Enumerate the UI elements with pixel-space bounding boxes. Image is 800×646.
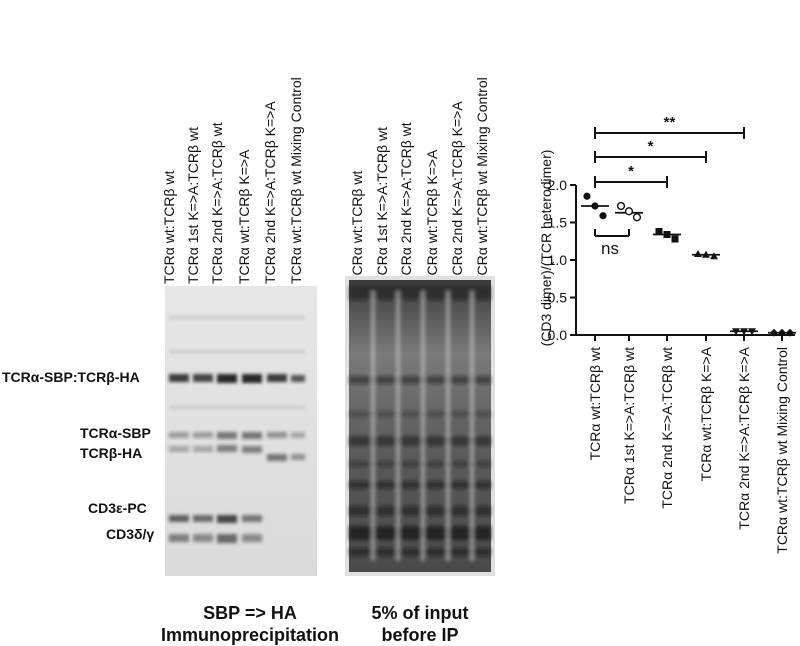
band-label-beta-ha: TCRβ-HA [80,445,143,461]
y-tick-label: 0.5 [548,290,568,306]
data-point [655,228,663,235]
band-label-alpha-sbp: TCRα-SBP [80,425,151,441]
sig-label: ** [664,114,676,131]
ip-lane-label: TCRα wt:TCRβ wt Mixing Control [288,77,304,284]
data-point [591,202,599,210]
data-point [786,328,794,337]
y-tick-label: 2.0 [548,177,568,193]
sig-label: * [648,138,654,155]
input-lane-label: TCRα 2nd K=>A:TCRβ K=>A [449,101,465,284]
ip-lane-label: TCRα 1st K=>A:TCRβ wt [185,127,201,284]
data-point [748,328,756,336]
input-caption: 5% of input before IP [355,602,485,646]
mean-lines [581,205,796,334]
input-caption-line1: 5% of input [371,603,469,623]
y-tick-label: 1.5 [548,215,568,231]
data-point [694,250,702,257]
input-lane-label: TCRα 1st K=>A:TCRβ wt [374,127,390,284]
x-tick-label: TCRα wt:TCRβ wt Mixing Control [774,347,790,554]
band-label-cd3dg: CD3δ/γ [106,526,155,542]
data-points [583,192,794,337]
input-lane-label: TCRα wt:TCRβ wt [349,170,365,284]
x-tick-label: TCRα 2nd K=>A:TCRβ wt [659,347,675,509]
data-point [732,328,740,336]
data-point [616,201,626,211]
band-label-cd3e: CD3ε-PC [88,500,147,516]
y-axis-label: (CD3 dimer)/(TCR heterodimer) [538,150,554,347]
ip-gel-image [165,286,317,576]
sig-label: ns [601,239,619,258]
ip-lane-label: TCRα wt:TCRβ wt [161,170,177,284]
ip-lane-label: TCRα 2nd K=>A:TCRβ wt [209,122,225,284]
significance-brackets: ns**** [594,114,745,258]
x-tick-label: TCRα 1st K=>A:TCRβ wt [621,347,637,504]
ip-lane-label: TCRα 2nd K=>A:TCRβ K=>A [262,101,278,284]
data-point [632,213,642,222]
band-label-heterodimer: TCRα-SBP:TCRβ-HA [2,369,140,385]
y-tick-label: 0.0 [548,327,568,343]
ip-lane-label: TCRα wt:TCRβ K=>A [236,149,252,284]
data-point [599,212,607,220]
data-point [663,231,671,238]
ip-caption-line2: Immunoprecipitation [160,625,339,645]
sig-label: * [628,163,634,180]
data-point [770,328,778,337]
input-lane-label: TCRα wt:TCRβ wt Mixing Control [474,77,490,284]
input-lane-label: TCRα wt:TCRβ K=>A [424,149,440,284]
x-tick-label: TCRα wt:TCRβ K=>A [698,346,714,481]
data-point [671,235,679,243]
y-axis-label-group: (CD3 dimer)/(TCR heterodimer) [538,150,554,347]
input-lane-label: TCRα 2nd K=>A:TCRβ wt [398,122,414,284]
data-point [583,192,591,200]
ip-caption-line1: SBP => HA [203,603,297,623]
data-point [778,328,786,337]
data-point [702,250,710,258]
data-point [710,252,718,260]
x-tick-label: TCRα wt:TCRβ wt [587,347,603,460]
input-gel-image [345,276,495,576]
scatter-chart: (CD3 dimer)/(TCR heterodimer) 0.0 0.5 1.0 1… [538,114,796,554]
y-ticks: 0.0 0.5 1.0 1.5 2.0 [548,177,576,343]
axes [575,185,795,336]
data-point [740,328,748,336]
y-tick-label: 1.0 [548,252,568,268]
x-tick-label: TCRα 2nd K=>A:TCRβ K=>A [736,346,752,529]
data-point [624,207,634,216]
ip-caption: SBP => HA Immunoprecipitation [160,602,340,646]
x-tick-labels: TCRα wt:TCRβ wt TCRα 1st K=>A:TCRβ wt TCRα… [587,335,790,554]
input-caption-line2: before IP [381,625,459,645]
